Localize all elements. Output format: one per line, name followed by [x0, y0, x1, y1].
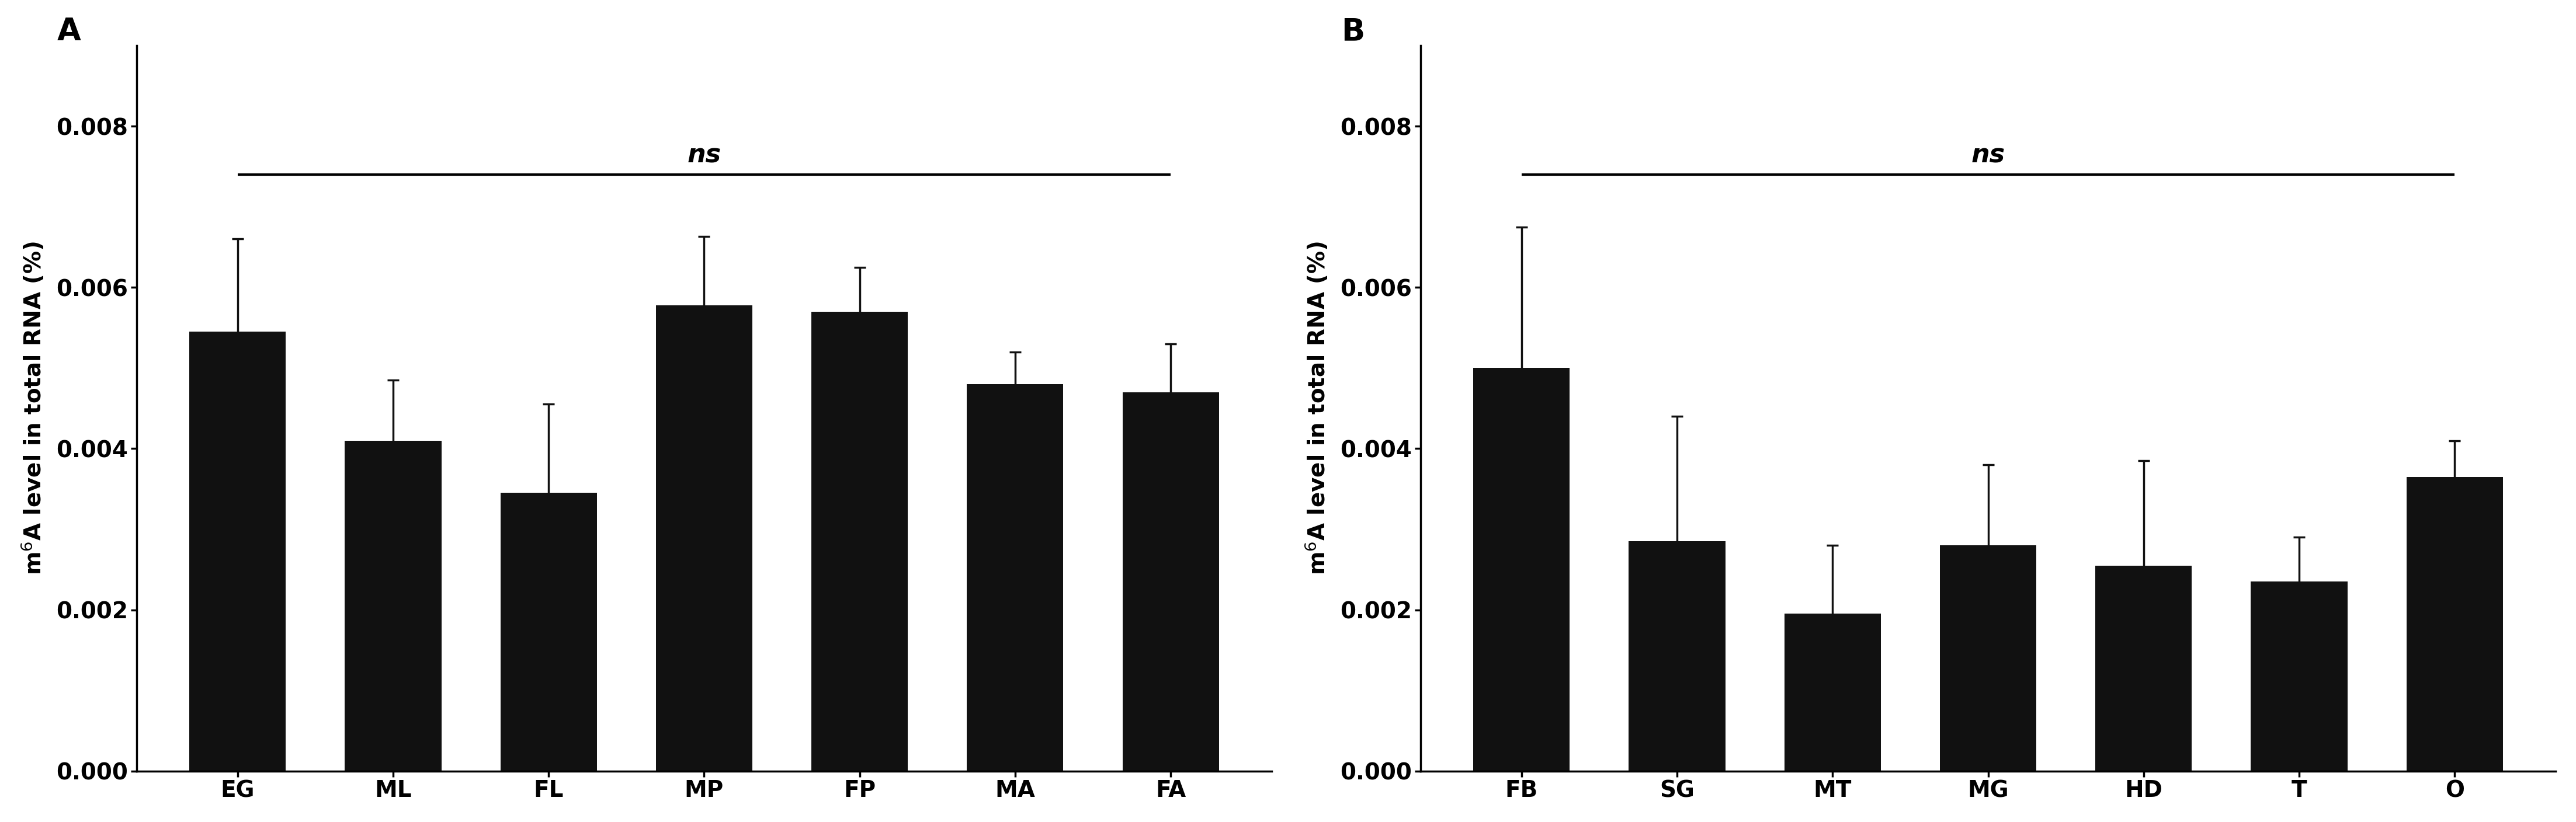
Bar [2406, 477, 2504, 771]
Bar [811, 312, 907, 771]
Bar [191, 332, 286, 771]
Text: ns: ns [688, 143, 721, 169]
Y-axis label: m$^6$A level in total RNA (%): m$^6$A level in total RNA (%) [1303, 242, 1329, 575]
Bar [1123, 392, 1218, 771]
Bar [2094, 566, 2192, 771]
Bar [657, 305, 752, 771]
Text: ns: ns [1971, 143, 2004, 169]
Bar [1785, 614, 1880, 771]
Bar [1628, 542, 1726, 771]
Y-axis label: m$^6$A level in total RNA (%): m$^6$A level in total RNA (%) [21, 242, 46, 575]
Text: B: B [1342, 16, 1365, 47]
Bar [2251, 582, 2347, 771]
Bar [345, 441, 440, 771]
Bar [1940, 545, 2035, 771]
Text: A: A [57, 16, 80, 47]
Bar [500, 493, 598, 771]
Bar [966, 384, 1064, 771]
Bar [1473, 368, 1569, 771]
